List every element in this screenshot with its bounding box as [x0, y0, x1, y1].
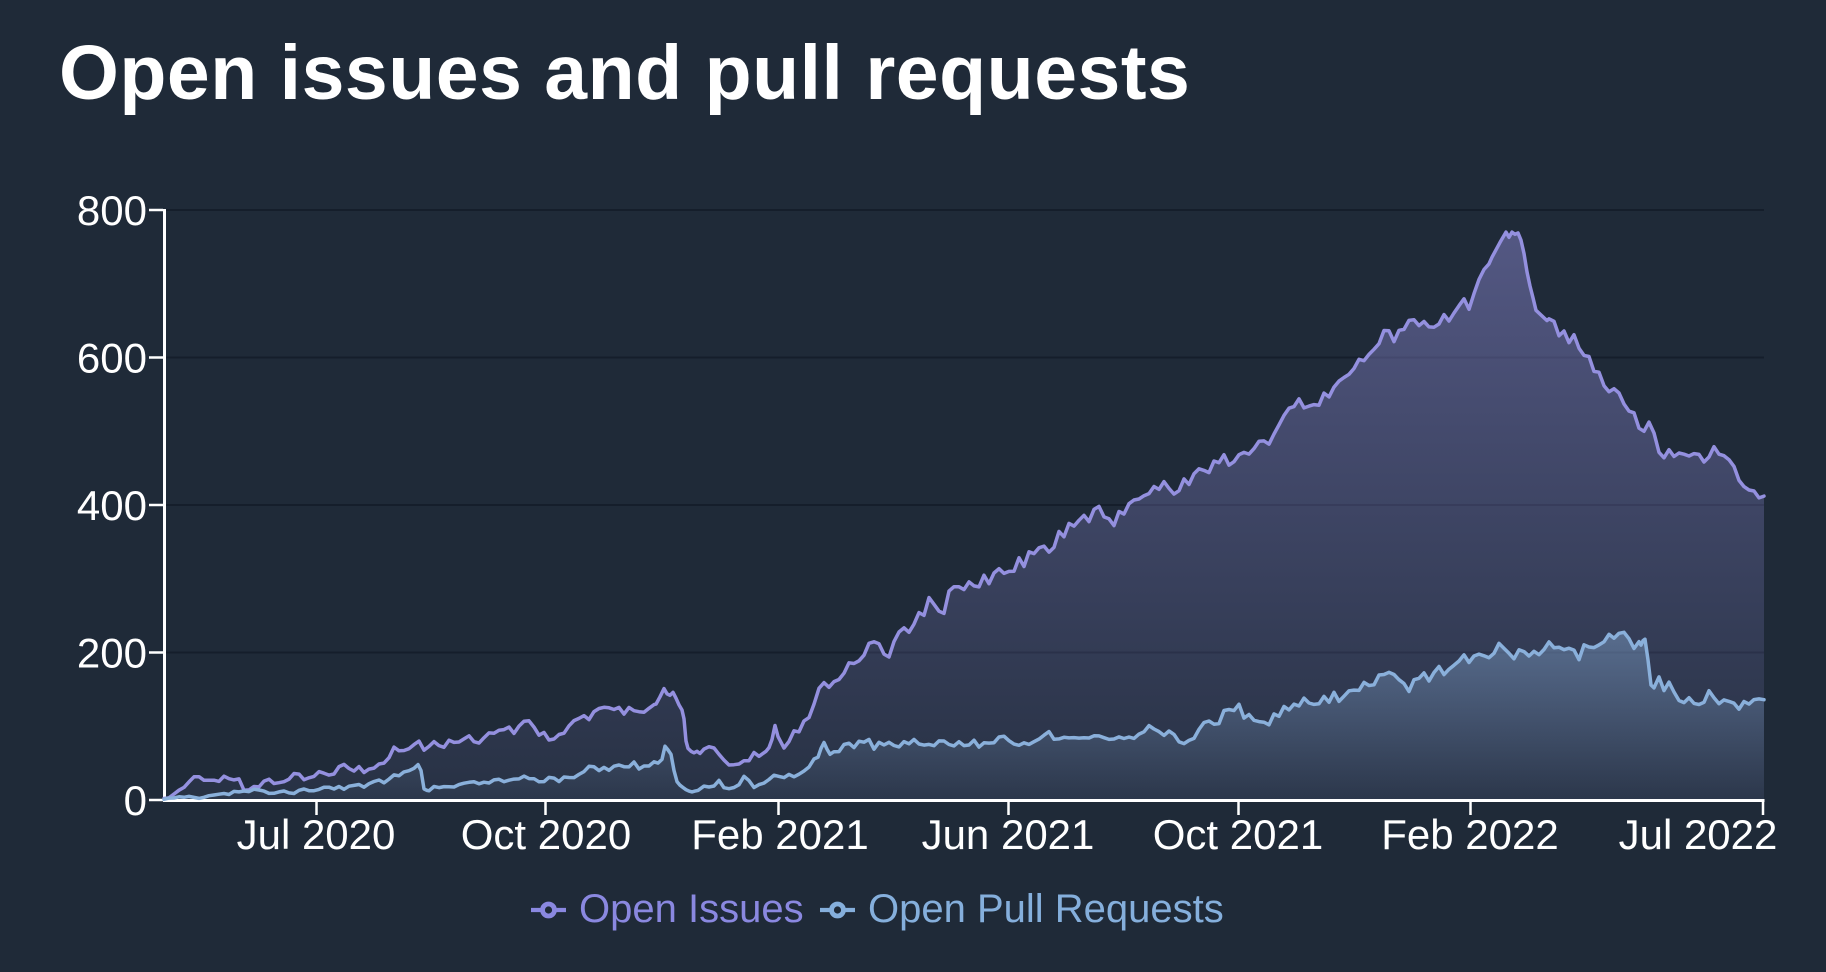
- svg-text:Oct 2021: Oct 2021: [1153, 811, 1323, 858]
- svg-text:800: 800: [77, 187, 147, 234]
- svg-text:Open Issues: Open Issues: [579, 887, 804, 931]
- svg-text:200: 200: [77, 630, 147, 677]
- svg-text:Jul 2022: Jul 2022: [1619, 811, 1778, 858]
- svg-text:Feb 2021: Feb 2021: [691, 811, 868, 858]
- svg-text:Open Pull Requests: Open Pull Requests: [868, 887, 1224, 931]
- svg-text:0: 0: [124, 777, 147, 824]
- svg-text:Jul 2020: Jul 2020: [237, 811, 396, 858]
- svg-text:Jun 2021: Jun 2021: [922, 811, 1095, 858]
- svg-text:Feb 2022: Feb 2022: [1381, 811, 1558, 858]
- svg-text:400: 400: [77, 482, 147, 529]
- svg-text:600: 600: [77, 335, 147, 382]
- svg-text:Oct 2020: Oct 2020: [461, 811, 631, 858]
